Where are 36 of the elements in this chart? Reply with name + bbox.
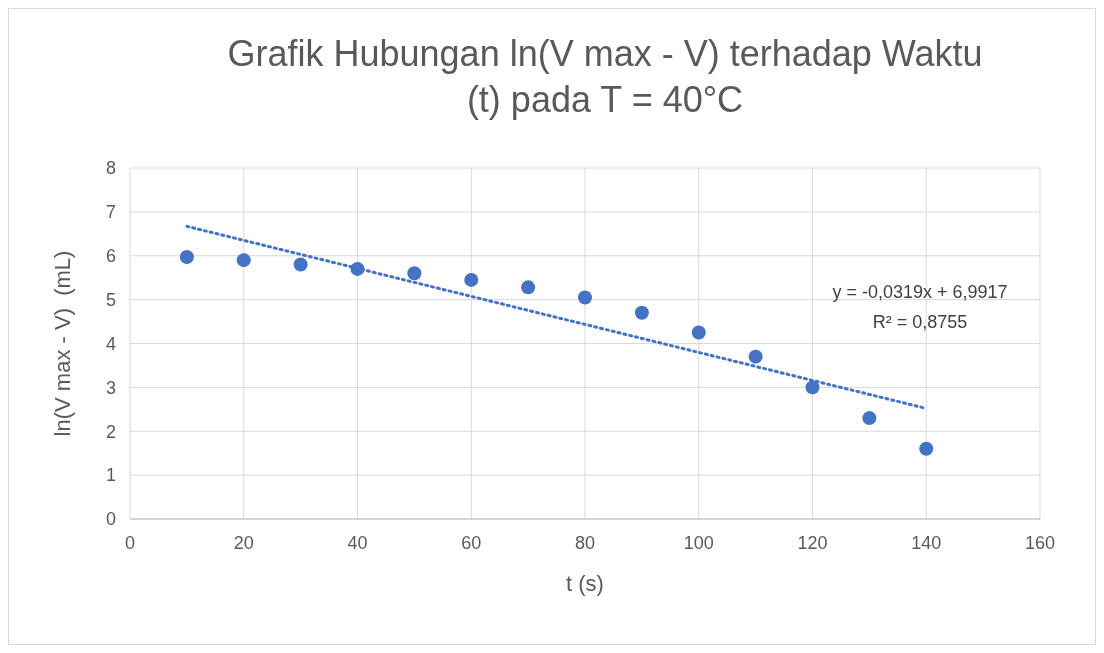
y-tick-label: 7 (105, 202, 116, 223)
x-tick-label: 0 (124, 533, 136, 553)
y-tick-label: 6 (105, 246, 116, 267)
annotation: R² = 0,8755 (872, 312, 968, 332)
annotation: y = -0,0319x + 6,9917 (832, 282, 1008, 302)
x-tick-label: 140 (911, 533, 942, 553)
point (464, 272, 479, 287)
point (634, 305, 649, 320)
chart-title: Grafik Hubungan ln(V max - V) terhadap Waktu (t) pada T = 40°C (227, 33, 983, 120)
point (748, 349, 763, 364)
x-tick-label: 60 (461, 533, 482, 553)
x-axis-title: t (s) (566, 571, 604, 596)
y-tick-label: 2 (105, 421, 116, 442)
point (691, 325, 706, 340)
x-tick-label: 20 (233, 533, 254, 553)
x-tick-label: 160 (1024, 533, 1056, 553)
point (862, 411, 877, 426)
point (407, 266, 422, 281)
y-tick-label: 3 (105, 377, 116, 398)
x-tick-label: 80 (574, 533, 596, 553)
point (236, 253, 251, 268)
x-tick-label: 120 (797, 533, 828, 553)
x-tick-label: 40 (347, 533, 368, 553)
point (919, 441, 934, 456)
y-axis-title: ln(V max - V) (mL) (50, 250, 75, 437)
point (578, 290, 592, 305)
y-tick-label: 0 (105, 509, 116, 530)
x-tick-label: 100 (683, 533, 714, 553)
point (521, 280, 536, 295)
y-tick-label: 5 (105, 289, 116, 310)
point (179, 250, 194, 265)
y-tick-label: 1 (105, 465, 116, 486)
point (805, 380, 820, 395)
y-tick-label: 8 (105, 158, 116, 179)
point (293, 257, 308, 272)
y-tick-label: 4 (105, 333, 116, 354)
